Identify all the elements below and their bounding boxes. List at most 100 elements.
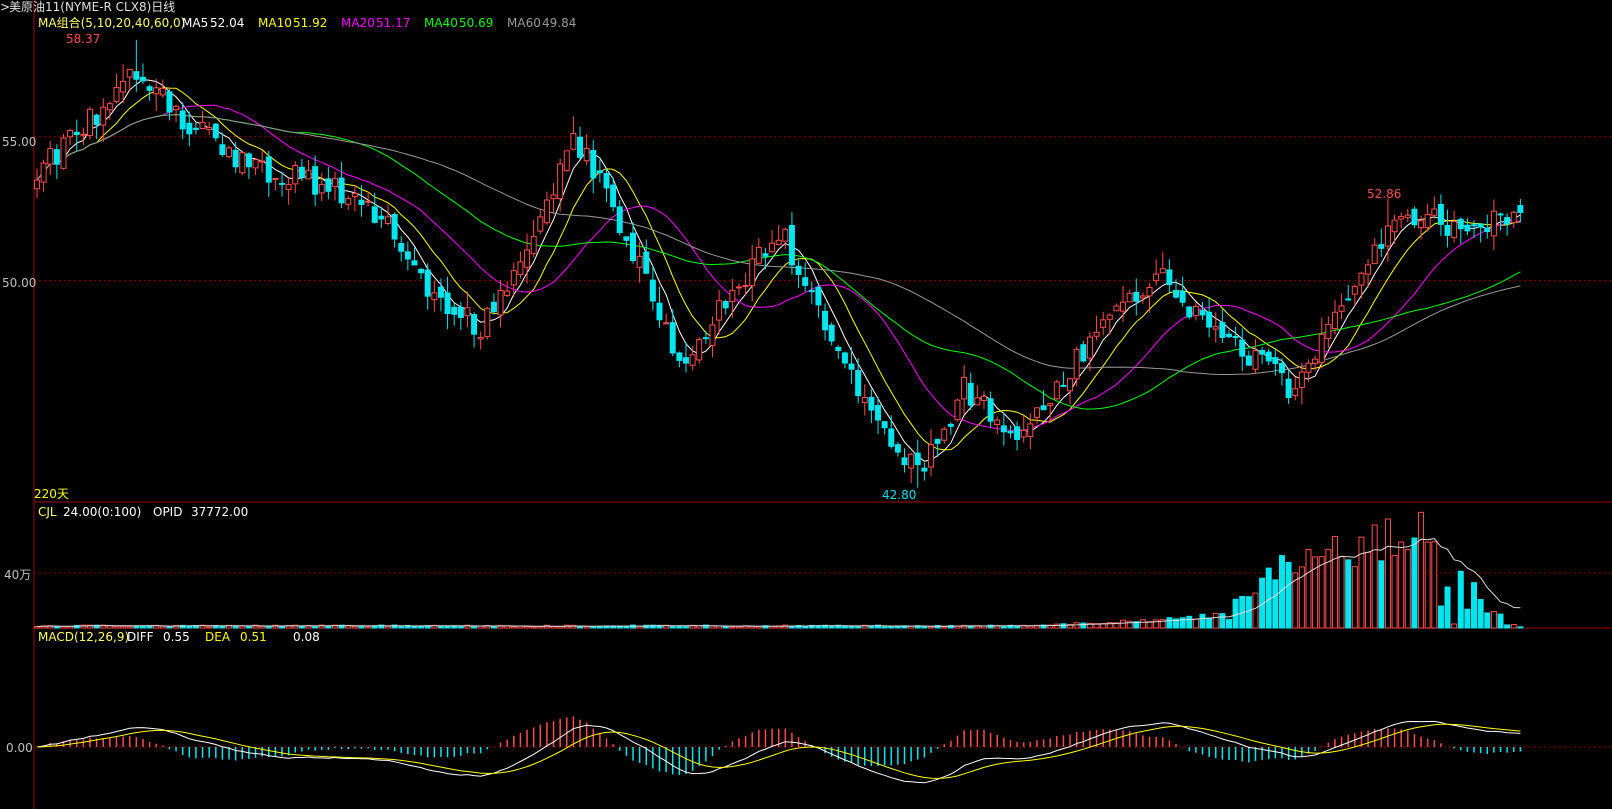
volume-bar	[596, 626, 603, 629]
volume-bar	[835, 624, 842, 629]
candle-down	[444, 292, 451, 315]
candle-up	[345, 198, 352, 205]
volume-bar	[888, 626, 895, 629]
candle-down	[822, 310, 829, 331]
y-tick-50: 50.00	[2, 276, 36, 290]
ma20-value: 51.17	[376, 16, 410, 30]
candle-down	[437, 286, 444, 298]
volume-bar	[961, 624, 968, 629]
dea-label: DEA	[205, 630, 231, 644]
volume-bar	[1477, 598, 1484, 629]
candle-up	[292, 165, 299, 185]
candle-up	[1292, 388, 1299, 396]
candle-down	[53, 149, 60, 165]
candle-up	[755, 246, 762, 264]
candle-up	[782, 228, 789, 242]
candle-up	[563, 150, 570, 172]
candle-down	[279, 182, 286, 185]
volume-bar	[861, 624, 868, 629]
volume-bar	[358, 625, 365, 629]
volume-bar	[1179, 617, 1186, 629]
volume-bar	[272, 624, 279, 629]
candle-down	[1285, 378, 1292, 399]
candle-down	[312, 166, 319, 195]
candle-up	[994, 419, 1001, 426]
candle-up	[550, 194, 557, 200]
candle-down	[1232, 335, 1239, 339]
candle-up	[510, 270, 517, 286]
volume-bar	[570, 624, 577, 629]
candle-up	[60, 137, 67, 169]
candle-down	[1259, 349, 1266, 355]
candle-up	[173, 105, 180, 111]
volume-bar	[1265, 567, 1272, 629]
candle-down	[1179, 290, 1186, 303]
candle-down	[1517, 205, 1524, 213]
volume-bar	[868, 625, 875, 629]
volume-bar	[318, 624, 325, 629]
volume-bar	[808, 624, 815, 629]
volume-bar	[1080, 622, 1087, 629]
volume-bar	[702, 624, 709, 629]
candle-up	[100, 106, 107, 126]
candle-up	[1192, 305, 1199, 317]
candle-down	[139, 76, 146, 82]
volume-bar	[100, 624, 107, 629]
candle-down	[1378, 244, 1385, 249]
candle-up	[431, 292, 438, 301]
candle-down	[676, 352, 683, 361]
chart-title: 美原油11(NYME-R CLX8)日线	[9, 0, 175, 14]
volume-bar	[391, 624, 398, 629]
candle-down	[1345, 298, 1352, 301]
volume-bar	[34, 626, 40, 629]
volume-bar	[557, 626, 564, 629]
candle-up	[570, 132, 577, 150]
volume-bar	[1384, 518, 1391, 629]
volume-bar	[1014, 625, 1021, 629]
volume-bar	[173, 624, 180, 629]
volume-bar	[1033, 624, 1040, 629]
volume-panel[interactable]	[34, 511, 1524, 629]
volume-bar	[1444, 586, 1451, 629]
candle-up	[484, 307, 491, 338]
candle-down	[471, 314, 478, 335]
candle-down	[1014, 426, 1021, 440]
candle-up	[908, 453, 915, 469]
candle-up	[716, 300, 723, 321]
volume-bar	[1378, 560, 1385, 629]
ma60-line	[36, 114, 1521, 375]
volume-bar	[86, 624, 93, 629]
candle-up	[974, 397, 981, 406]
candle-down	[133, 71, 140, 80]
candle-down	[245, 153, 252, 168]
candle-down	[411, 260, 418, 266]
candle-up	[557, 163, 564, 200]
volume-bar	[365, 626, 372, 629]
volume-bar	[1272, 579, 1279, 629]
candle-up	[742, 284, 749, 287]
volume-bar	[682, 626, 689, 629]
high-price-label: 58.37	[66, 32, 100, 46]
candle-up	[252, 159, 259, 169]
volume-bar	[510, 626, 517, 629]
candle-up	[696, 339, 703, 361]
macd-panel[interactable]	[36, 716, 1522, 784]
volume-bar	[1206, 617, 1213, 629]
volume-line	[36, 538, 1521, 627]
volume-bar	[1325, 549, 1332, 629]
candle-up	[305, 169, 312, 180]
candle-down	[630, 232, 636, 262]
volume-bar	[669, 626, 676, 629]
price-panel[interactable]	[34, 39, 1524, 488]
candle-up	[40, 162, 47, 183]
y-tick-55: 55.00	[2, 135, 36, 149]
candle-up	[365, 200, 372, 203]
candle-up	[1047, 403, 1054, 406]
candle-up	[34, 179, 40, 190]
volume-bar	[1418, 511, 1425, 629]
candle-up	[1106, 314, 1113, 320]
candle-up	[663, 322, 670, 325]
candle-up	[1318, 333, 1325, 363]
candle-down	[868, 396, 875, 411]
